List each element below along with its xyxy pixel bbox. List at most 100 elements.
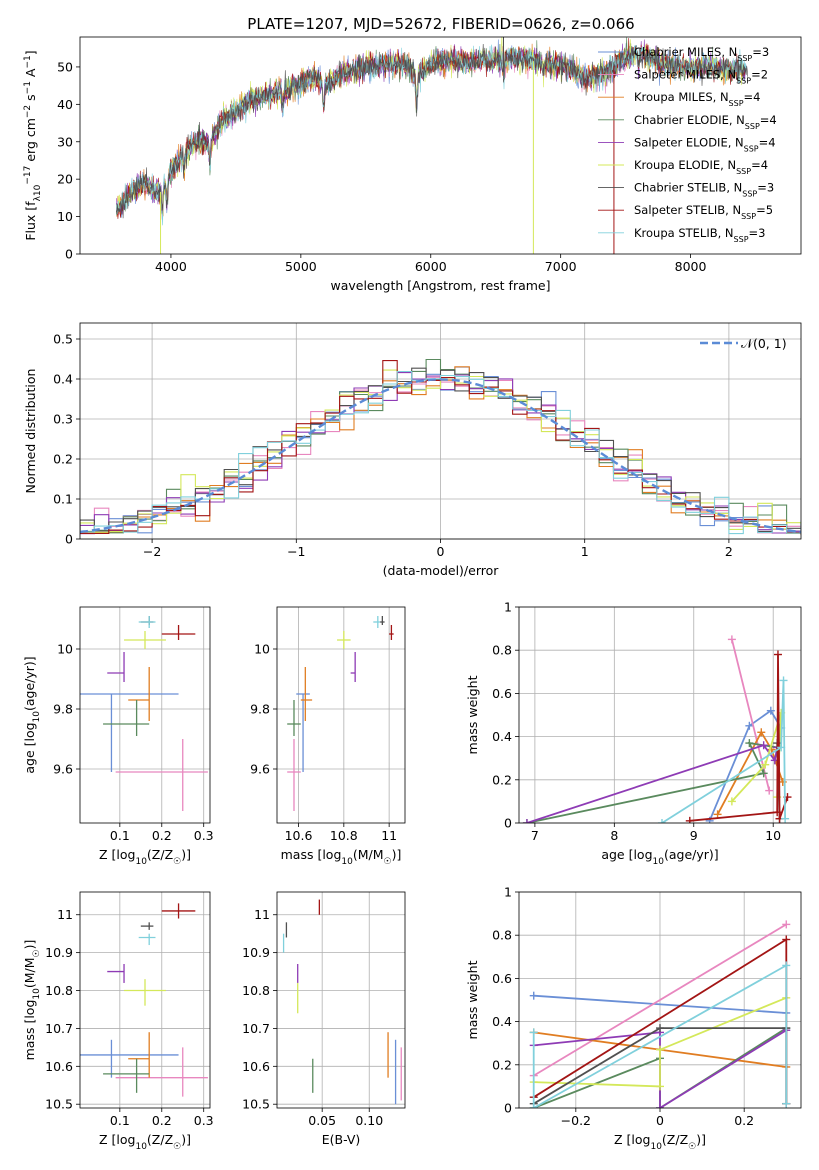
y-tick-label: 9.8	[53, 702, 73, 717]
spectrum-line-chabrier-stelib	[116, 43, 748, 219]
errorbar-point-salpeter-elodie	[350, 652, 356, 682]
weight-marker	[656, 1045, 664, 1054]
errorbar-point-salpeter-elodie	[107, 964, 125, 983]
y-tick-label: 0.4	[492, 729, 512, 744]
panel-mass_weight_vs_age: 7 8 9 10 0 0.2 0.4 0.6 0.8 1 age [log10(age/yr)] ma…	[465, 600, 802, 867]
x-tick-label: 0	[437, 544, 445, 559]
normal-curve	[80, 378, 801, 534]
plot-content	[80, 903, 208, 1097]
x-tick-label: 9	[690, 828, 698, 843]
weight-marker	[779, 676, 788, 685]
plot-content	[80, 358, 801, 535]
weight-line-salpeter-miles	[533, 923, 787, 1077]
weight-marker	[757, 728, 766, 737]
normal-legend-label: 𝒩(0, 1)	[741, 336, 787, 351]
axes-frame	[276, 606, 406, 824]
y-tick-label: 0.2	[492, 1057, 512, 1072]
axes-frame	[79, 606, 211, 824]
y-axis-label: mass [log10(M/M☉)]	[22, 940, 42, 1061]
panel-age_vs_mass: 10.6 10.8 11 9.6 9.8 10 mass [log10(M/M☉)]	[250, 606, 406, 867]
x-tick-label: 10.8	[330, 828, 358, 843]
weight-marker	[759, 769, 768, 778]
x-tick-label: −0.2	[561, 1113, 591, 1128]
x-tick-label: 7	[531, 828, 539, 843]
plot-content	[529, 920, 791, 1108]
x-tick-label: 6000	[415, 259, 447, 274]
x-tick-label: 0.10	[355, 1113, 383, 1128]
plot-content	[287, 616, 394, 811]
weight-marker	[745, 739, 754, 748]
x-tick-label: 0.2	[152, 828, 172, 843]
errorbar-point-chabrier-elodie	[103, 1058, 150, 1093]
y-tick-label: 10.9	[242, 945, 270, 960]
weight-marker	[766, 706, 775, 715]
errorbar-point-salpeter-miles	[115, 1047, 208, 1097]
panel-spectrum: 4000 5000 6000 7000 8000 0 10 20 30 40 50 wavelengt…	[23, 36, 802, 293]
x-tick-label: 11	[381, 828, 397, 843]
errorbar-point-chabrier-elodie	[287, 700, 301, 736]
x-tick-label: 5000	[285, 259, 317, 274]
plot-content	[80, 616, 208, 811]
errorbar-point-salpeter-stelib	[161, 625, 196, 640]
errorbar-point-salpeter-stelib	[161, 903, 196, 919]
x-tick-label: 0.3	[194, 828, 214, 843]
x-tick-label: 4000	[155, 259, 187, 274]
x-tick-label: 7000	[545, 259, 577, 274]
weight-marker	[529, 1104, 538, 1108]
weight-marker	[522, 819, 531, 823]
x-tick-label: 8000	[675, 259, 707, 274]
y-tick-label: 0.8	[492, 643, 512, 658]
y-tick-label: 50	[57, 59, 73, 74]
y-tick-label: 10	[57, 642, 73, 657]
y-tick-label: 0.6	[492, 971, 512, 986]
y-tick-label: 0.3	[53, 412, 73, 427]
y-tick-label: 9.6	[53, 762, 73, 777]
y-tick-label: 40	[57, 97, 73, 112]
y-tick-label: 20	[57, 172, 73, 187]
y-tick-label: 30	[57, 134, 73, 149]
x-axis-label: Z [log10(Z/Z☉)]	[99, 1132, 191, 1152]
plot-content	[116, 37, 748, 254]
x-tick-label: 2	[725, 544, 733, 559]
errorbar-point-salpeter-miles	[287, 739, 301, 811]
weight-marker	[782, 920, 791, 929]
y-tick-label: 0.5	[53, 332, 73, 347]
errorbar-point-kroupa-elodie	[124, 631, 166, 649]
y-tick-label: 10.5	[242, 1097, 270, 1112]
y-tick-label: 0.4	[492, 1014, 512, 1029]
spectrum-legend: Chabrier MILES, NSSP=3 Salpeter MILES, NS…	[598, 45, 777, 243]
y-tick-label: 0	[504, 816, 512, 831]
axes-frame	[79, 36, 802, 255]
panel-residuals: −2 −1 0 1 2 0 0.1 0.2 0.3 0.4 0.5 (data-model)/erro…	[23, 322, 802, 578]
y-tick-label: 1	[504, 600, 512, 615]
plot-area	[519, 607, 801, 823]
x-tick-label: 10	[765, 828, 781, 843]
weight-marker	[529, 991, 538, 1000]
x-tick-label: 8	[610, 828, 618, 843]
errorbar-point-kroupa-stelib	[138, 616, 156, 628]
weight-marker	[685, 816, 694, 823]
weight-marker	[727, 635, 736, 644]
errorbar-point-chabrier-elodie	[103, 700, 150, 736]
weight-line-salpeter-miles	[731, 639, 771, 791]
x-tick-label: 0.2	[734, 1113, 754, 1128]
x-tick-label: 0.2	[152, 1113, 172, 1128]
x-tick-label: 1	[581, 544, 589, 559]
plot-content	[522, 635, 792, 823]
x-tick-label: 0.05	[308, 1113, 336, 1128]
y-tick-label: 11	[254, 907, 270, 922]
errorbar-point-salpeter-elodie	[107, 652, 125, 682]
y-tick-label: 10.7	[45, 1021, 73, 1036]
x-axis-label: Z [log10(Z/Z☉)]	[99, 847, 191, 867]
errorbar-point-salpeter-miles	[115, 739, 208, 811]
legend-label: Salpeter ELODIE, NSSP=4	[634, 135, 776, 153]
y-tick-label: 9.8	[250, 702, 270, 717]
legend-label: Kroupa MILES, NSSP=4	[634, 90, 760, 108]
weight-marker	[777, 743, 786, 752]
y-tick-label: 10	[254, 642, 270, 657]
weight-marker	[529, 1028, 538, 1037]
errorbar-point-chabrier-stelib	[380, 616, 385, 625]
histogram-kroupa-stelib	[80, 370, 801, 535]
panel-age_vs_Z: 0.1 0.2 0.3 9.6 9.8 10 Z [log10(Z/Z☉)] age [log…	[22, 606, 214, 867]
